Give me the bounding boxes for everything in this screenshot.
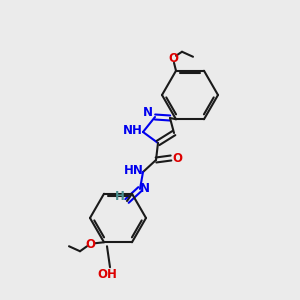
- Text: N: N: [143, 106, 153, 118]
- Text: O: O: [168, 52, 178, 65]
- Text: N: N: [140, 182, 150, 194]
- Text: HN: HN: [124, 164, 144, 178]
- Text: NH: NH: [123, 124, 143, 137]
- Text: O: O: [172, 152, 182, 164]
- Text: OH: OH: [97, 268, 117, 281]
- Text: O: O: [85, 238, 95, 251]
- Text: H: H: [115, 190, 125, 202]
